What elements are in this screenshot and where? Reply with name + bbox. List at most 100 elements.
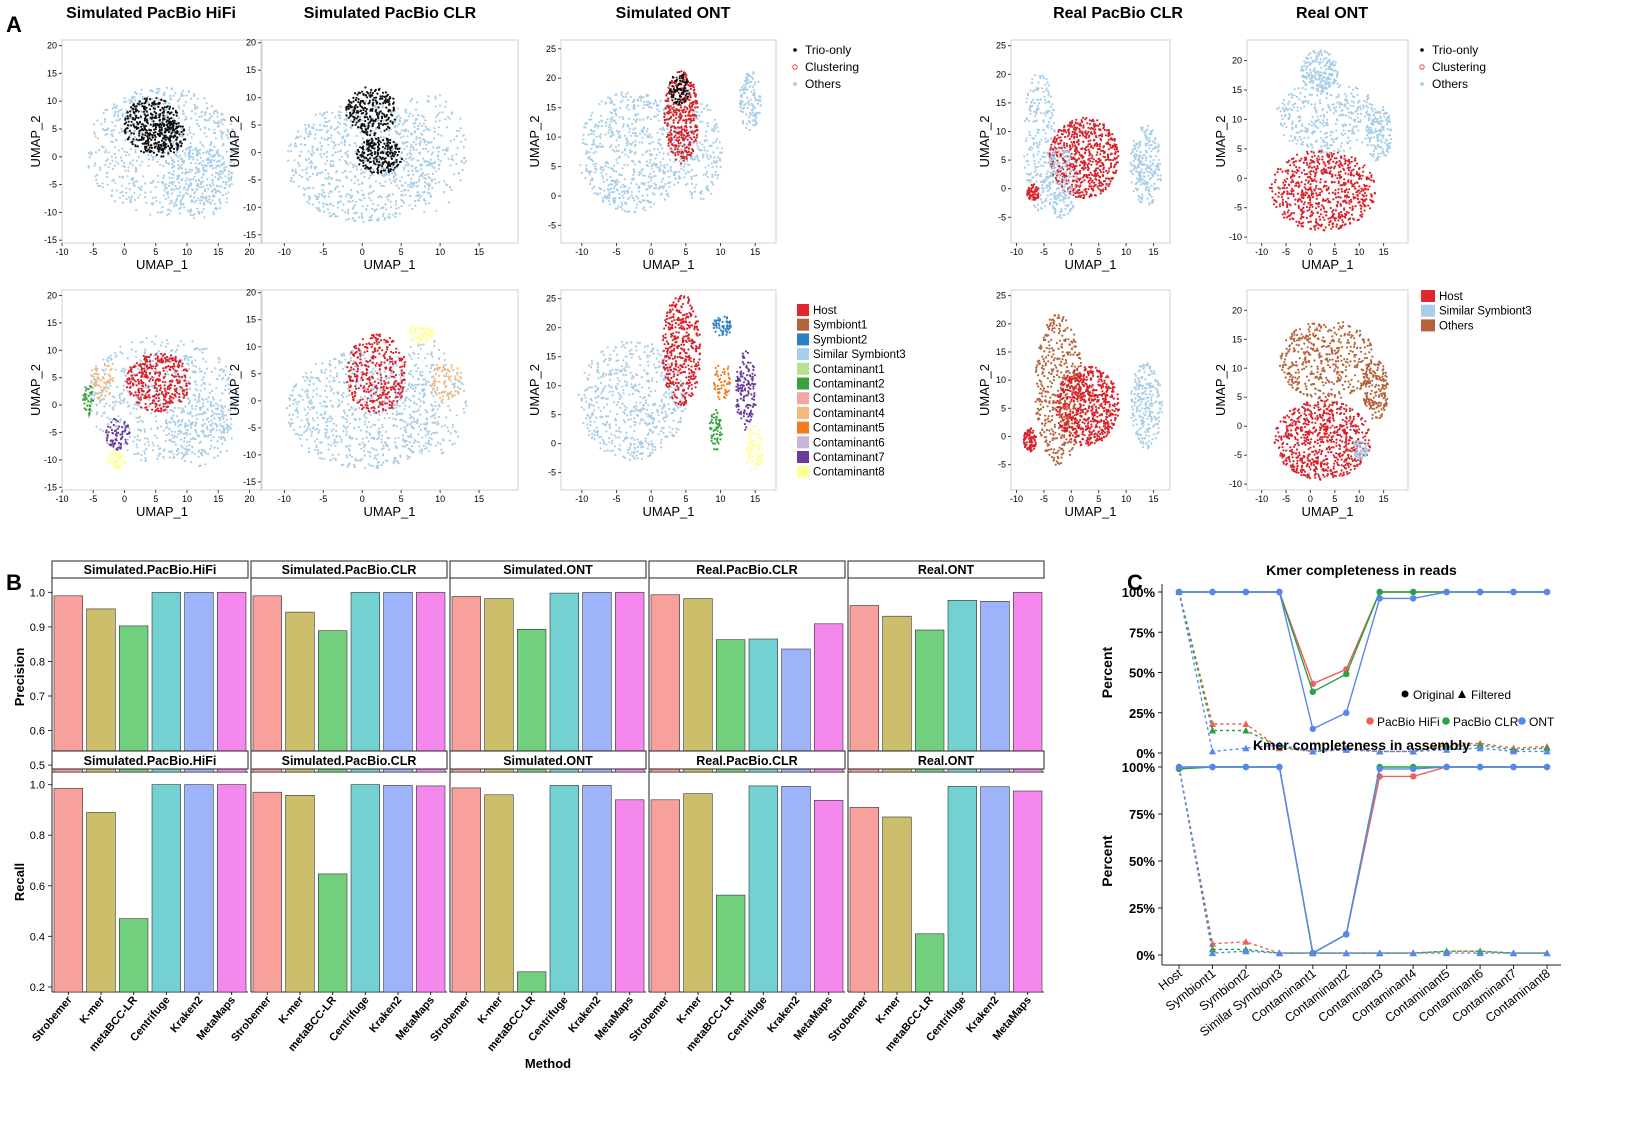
umap-frame xyxy=(61,39,263,244)
umap-point xyxy=(329,159,333,163)
umap-point xyxy=(208,148,211,151)
umap-point xyxy=(756,102,760,105)
umap-point xyxy=(1044,140,1047,143)
umap-point xyxy=(168,146,172,150)
umap-point xyxy=(721,147,724,150)
umap-point xyxy=(433,160,436,164)
umap-point xyxy=(146,135,149,138)
umap-point xyxy=(596,126,599,129)
umap-point xyxy=(155,97,158,100)
umap-point xyxy=(683,100,686,103)
umap-point xyxy=(185,94,188,97)
umap-point xyxy=(690,182,694,185)
umap-point xyxy=(345,175,348,178)
umap-point xyxy=(671,85,674,88)
umap-point xyxy=(608,188,611,191)
umap-point xyxy=(113,164,116,167)
umap-point xyxy=(1039,98,1043,101)
umap-point xyxy=(1071,145,1074,148)
umap-point xyxy=(410,143,413,146)
umap-point xyxy=(155,142,158,145)
umap-point xyxy=(201,192,204,195)
umap-point xyxy=(192,93,196,96)
umap-point xyxy=(594,168,597,171)
umap-point xyxy=(1048,101,1051,104)
umap-point xyxy=(681,145,684,148)
umap-point xyxy=(1036,172,1039,175)
umap-point xyxy=(1029,104,1032,107)
umap-point xyxy=(128,99,131,102)
umap-point xyxy=(359,131,362,134)
umap-point xyxy=(145,201,148,204)
umap-point xyxy=(230,175,233,178)
umap-point xyxy=(293,159,296,162)
umap-point xyxy=(373,120,377,123)
umap-point xyxy=(672,121,675,124)
umap-point xyxy=(358,103,361,106)
umap-point xyxy=(362,108,365,112)
umap-point xyxy=(425,128,428,131)
umap-point xyxy=(626,164,629,167)
umap-point xyxy=(140,150,143,153)
umap-point xyxy=(233,151,236,154)
umap-point xyxy=(311,126,314,129)
umap-point xyxy=(678,101,681,104)
umap-point xyxy=(1097,167,1100,170)
umap-point xyxy=(197,167,200,170)
umap-point xyxy=(221,137,224,140)
umap-point xyxy=(177,144,180,147)
umap-point xyxy=(347,209,350,212)
umap-point xyxy=(438,163,441,166)
umap-point xyxy=(404,108,407,111)
umap-point xyxy=(423,140,427,143)
umap-point xyxy=(307,123,310,127)
umap-point xyxy=(740,96,743,99)
umap-point xyxy=(717,130,720,133)
umap-point xyxy=(417,114,420,117)
umap-point xyxy=(190,136,193,139)
umap-point xyxy=(424,119,427,122)
umap-point xyxy=(349,200,352,203)
umap-point xyxy=(658,110,661,113)
umap-point xyxy=(615,149,619,152)
umap-point xyxy=(707,164,710,167)
umap-point xyxy=(417,191,420,194)
umap-point xyxy=(182,133,185,136)
umap-point xyxy=(388,213,391,216)
umap-point xyxy=(1049,95,1053,98)
umap-point xyxy=(379,156,382,159)
umap-point xyxy=(678,150,681,154)
umap-point xyxy=(627,108,630,111)
umap-point xyxy=(332,204,335,207)
umap-point xyxy=(198,152,201,155)
umap-point xyxy=(123,96,126,100)
umap-point xyxy=(676,150,679,153)
umap-point xyxy=(713,118,717,121)
umap-point xyxy=(618,192,621,195)
umap-point xyxy=(453,138,456,141)
umap-point xyxy=(682,169,686,172)
umap-point xyxy=(114,124,117,127)
umap-point xyxy=(356,211,359,214)
umap-point xyxy=(460,160,463,163)
umap-point xyxy=(223,119,226,122)
umap-point xyxy=(139,93,142,96)
umap-point xyxy=(674,89,677,92)
umap-point xyxy=(434,182,437,185)
umap-point xyxy=(1042,179,1045,182)
umap-point xyxy=(360,215,363,218)
umap-point xyxy=(606,178,609,182)
umap-point xyxy=(711,175,714,179)
umap-point-cluster xyxy=(146,117,187,158)
umap-point xyxy=(311,145,314,148)
umap-point xyxy=(92,123,95,126)
umap-point xyxy=(169,199,173,203)
umap-point xyxy=(197,125,200,128)
umap-point xyxy=(160,155,163,158)
panel-label-c: C xyxy=(1127,570,1143,595)
umap-point xyxy=(452,158,455,161)
umap-point xyxy=(325,155,328,158)
umap-point-cluster xyxy=(738,71,762,132)
umap-point xyxy=(599,168,602,171)
umap-point xyxy=(680,130,683,133)
